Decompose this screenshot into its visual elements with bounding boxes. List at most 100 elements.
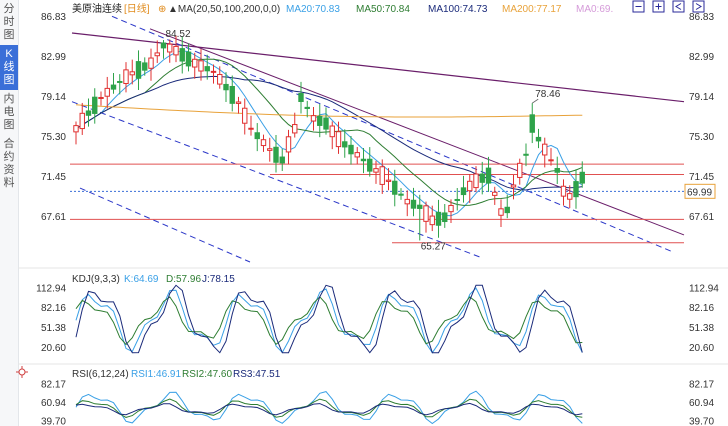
arrow-left-shape [675,3,682,10]
scroll-right-icon-frame[interactable] [692,0,705,13]
candle-body [323,117,329,130]
candle-body [260,139,267,147]
sidebar-tab-2[interactable]: 内电图 [3,93,15,131]
y-tick-right: 82.99 [689,52,714,63]
candle-body [467,180,473,192]
y-tick-left: 86.83 [41,12,66,23]
candle-body [210,70,217,73]
rsi-legend-2: RSI2:47.60 [182,369,232,380]
kdj-tick-left: 51.38 [41,323,66,334]
rsi-tick-right: 60.94 [689,398,714,409]
candle-body [379,166,385,185]
candle-body [79,112,85,130]
candle-body [298,93,304,103]
kdj-legend-3: J:78.15 [202,274,235,285]
candle-body [292,124,298,134]
kdj-tick-left: 112.94 [36,283,66,294]
candle-body [154,52,160,57]
candle-body [192,58,198,68]
candle-body [198,60,204,72]
candle-body [498,208,504,216]
candle-body [417,204,423,209]
ma20-line [75,50,583,217]
candle-body [267,148,273,151]
rsi-legend-3: RS3:47.51 [233,369,281,380]
candle-body [92,96,98,114]
candle-body [173,45,179,56]
scroll-left-icon[interactable] [672,0,685,13]
channel-upper-dashed [111,15,673,253]
settings-ring[interactable] [18,368,26,376]
candle-body [98,96,104,99]
candle-body [129,71,135,76]
candle-body [517,162,523,178]
candle-body [235,101,242,104]
sidebar-tab-3[interactable]: 合约资料 [3,138,15,189]
candle-body [404,198,410,205]
rsi-tick-right: 39.70 [689,417,714,426]
rsi3-line [75,402,583,416]
kdj-legend-1: K:64.69 [124,274,159,285]
candle-body [348,144,354,155]
candle-body [335,131,342,148]
kdj-tick-right: 51.38 [689,323,714,334]
indicator-settings-icon[interactable] [16,366,28,378]
candle-body [423,205,429,222]
kdj-tick-right: 112.94 [689,283,719,294]
main-legend-4: MA20:70.83 [286,4,340,15]
annotation-peak-pointer [532,98,539,104]
current-price-label: 69.99 [687,187,712,198]
candle-body [148,57,154,69]
zoom-in-icon[interactable] [652,0,665,13]
zoom-out-icon[interactable] [632,0,645,13]
candle-body [373,168,379,173]
candle-body [529,114,535,133]
annotation-low: 65.27 [421,241,446,252]
rsi-legend-1: RSI1:46.91 [131,369,181,380]
kdj-legend-0: KDJ(9,3,3) [72,274,120,285]
sidebar-tab-0[interactable]: 分时图 [3,3,15,41]
y-tick-right: 86.83 [689,12,714,23]
main-legend-6: MA100:74.73 [428,4,488,15]
main-legend-0: 美原油连续 [72,2,122,15]
main-legend-3: ▲MA(20,50,100,200,0,0) [168,4,280,15]
candle-body [579,171,585,184]
channel-mid-dashed [71,101,483,259]
candle-body [304,106,310,109]
candle-body [479,173,485,183]
candle-body [273,146,279,163]
main-legend-5: MA50:70.84 [356,4,410,15]
candle-body [573,181,579,198]
candle-body [117,80,123,83]
scroll-right-icon[interactable] [692,0,705,13]
candle-body [248,127,254,130]
candle-body [279,156,285,164]
sidebar-tab-1[interactable]: K线图 [0,45,18,90]
candle-body [448,204,454,213]
candle-body [204,66,210,72]
kdj-tick-left: 20.60 [41,343,66,354]
candle-body [367,158,373,172]
candle-body [104,87,110,97]
kdj-tick-right: 20.60 [689,343,714,354]
rsi-tick-left: 60.94 [41,398,66,409]
kdj-k-line [75,287,583,354]
candle-body [473,173,479,189]
kdj-j-line [75,284,583,354]
kdj-tick-left: 82.16 [41,303,66,314]
candle-body [435,211,442,226]
scroll-left-icon-frame[interactable] [672,0,685,13]
rsi-tick-left: 39.70 [41,417,66,426]
ma200-line [75,104,583,118]
arrow-right-shape [695,3,702,10]
rsi-tick-left: 82.17 [41,379,66,390]
candle-body [254,132,260,140]
trendline-long-resistance [71,32,685,103]
y-tick-right: 71.45 [689,172,714,183]
candle-body [123,69,129,85]
kdj-tick-right: 82.16 [689,303,714,314]
candle-body [223,83,229,91]
rsi1-line [75,390,583,425]
candle-body [535,136,542,142]
